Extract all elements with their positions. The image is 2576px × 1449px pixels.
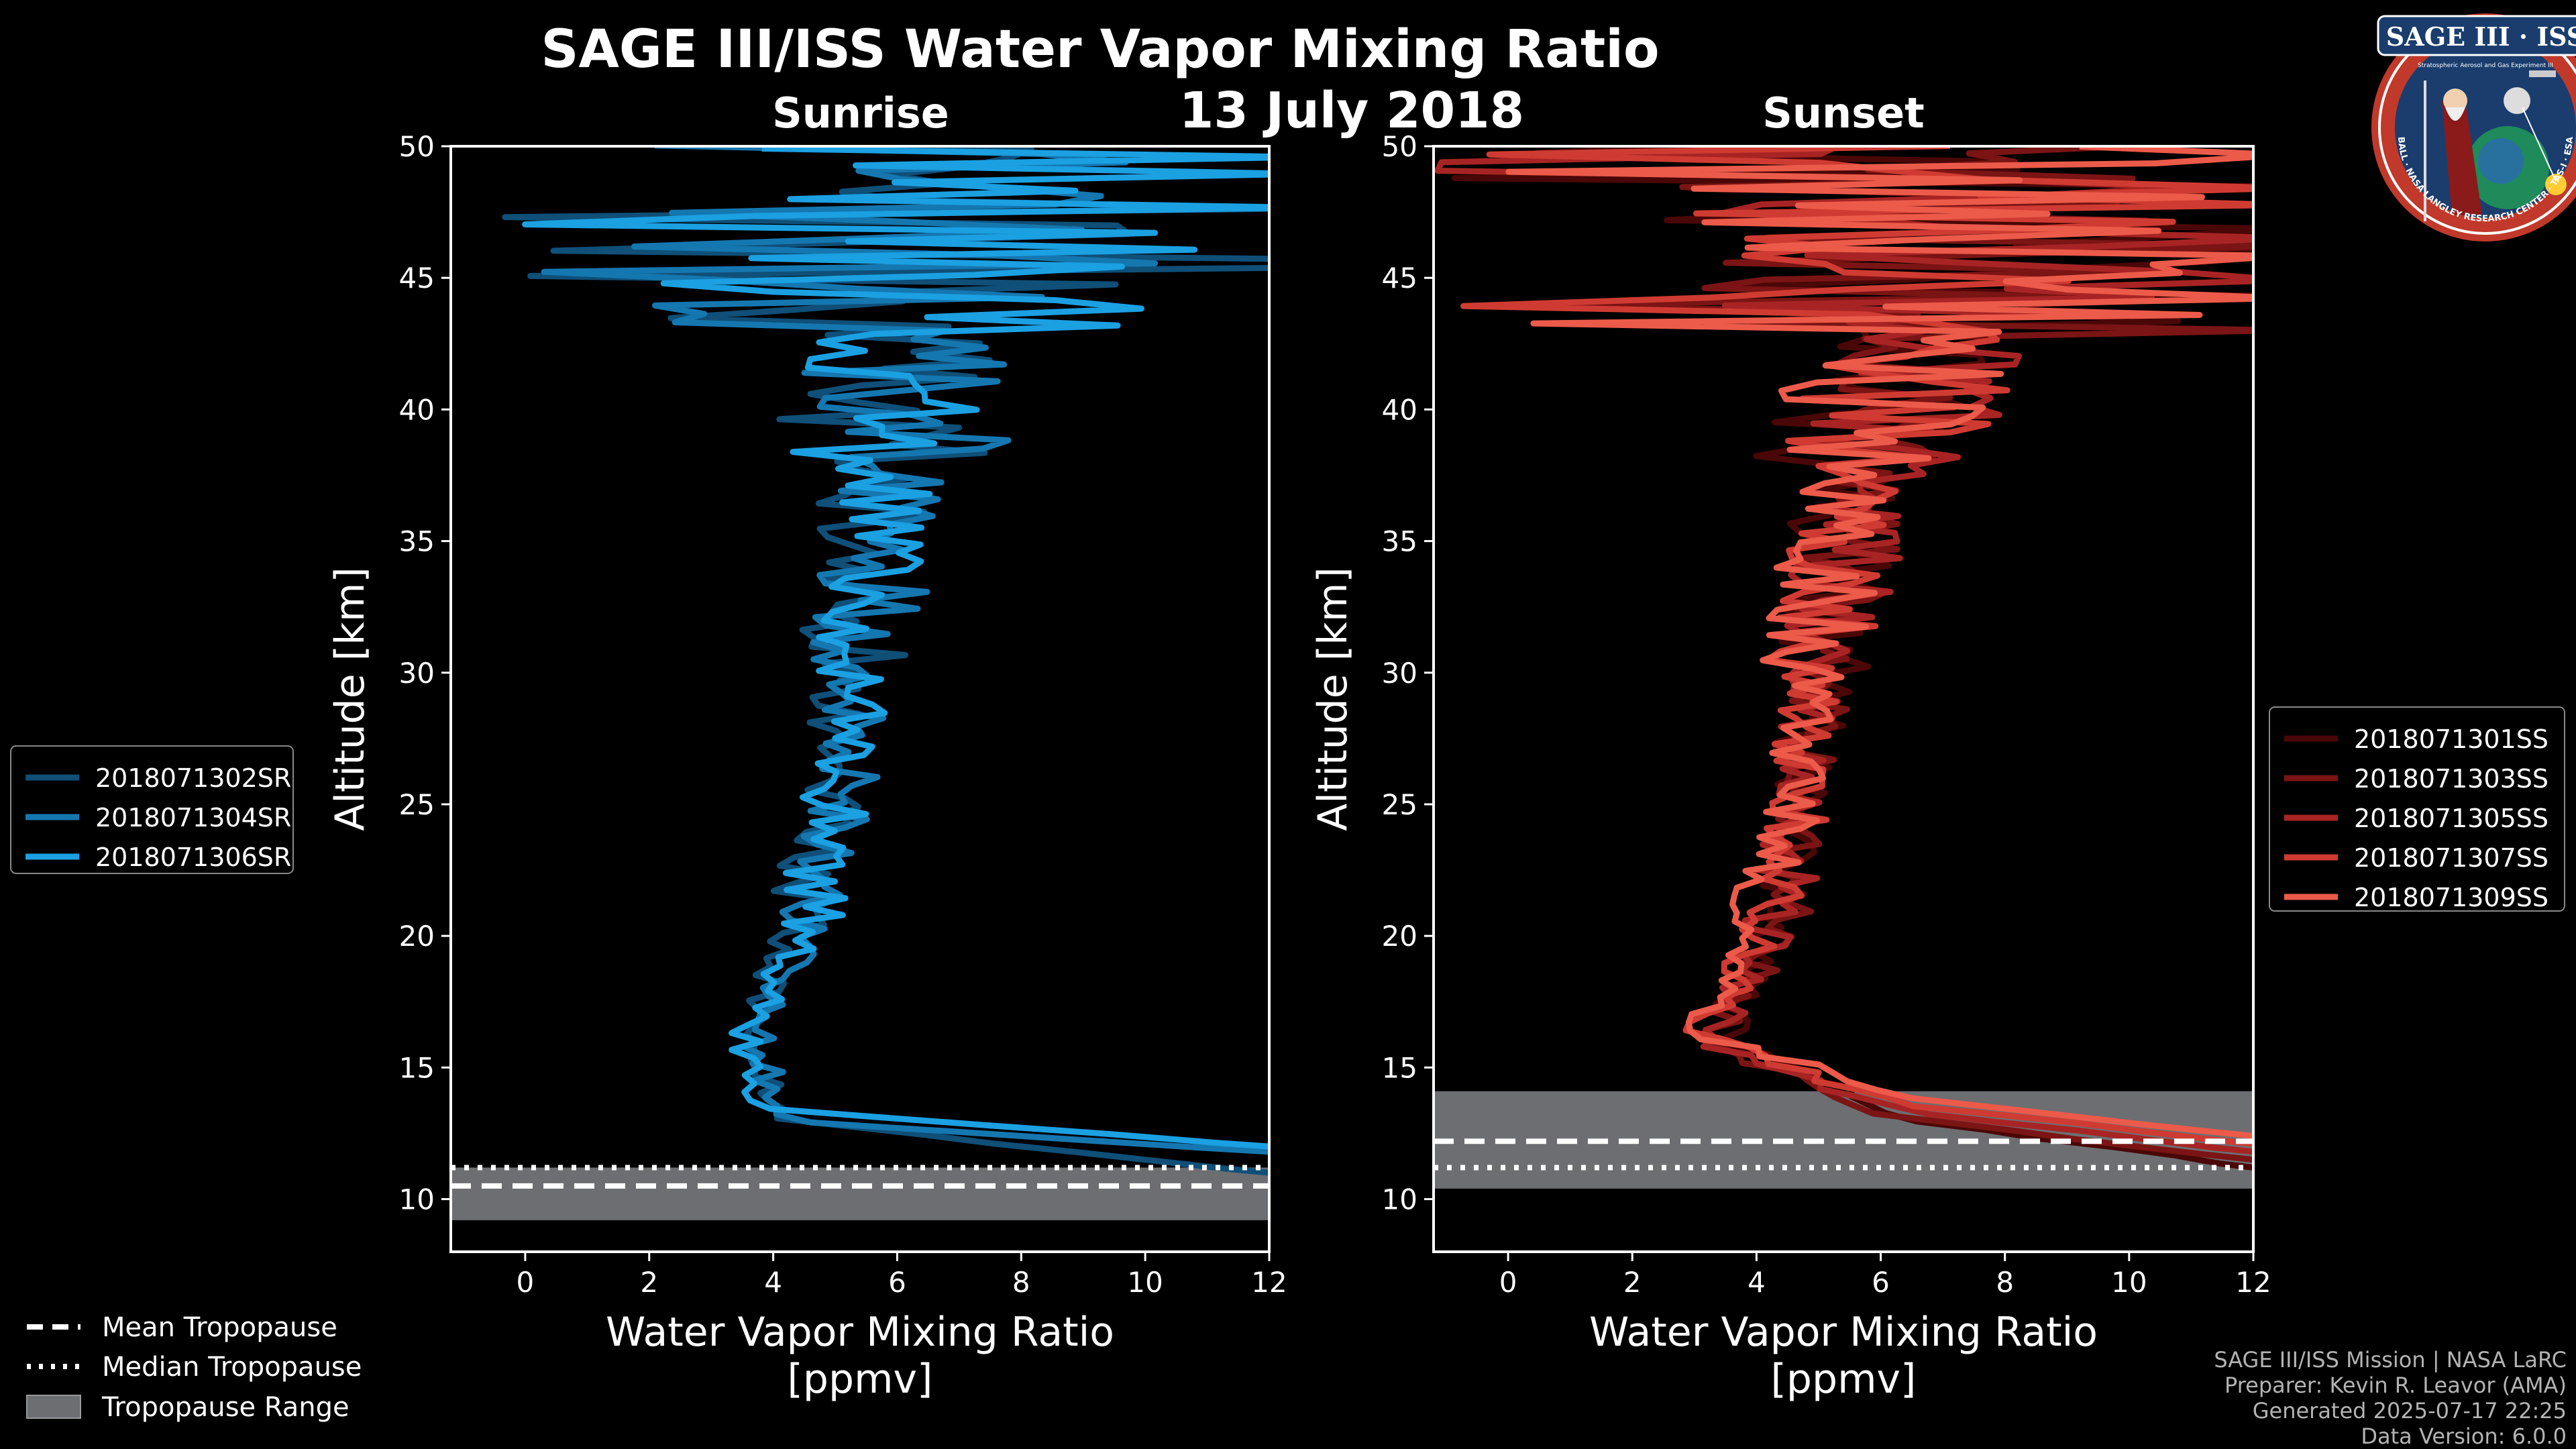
sunset-panel: 0 2 4 6 8 10 12 10 15 20 25 30 35 40 45 50 Water Vapor M…: [1309, 130, 2271, 1403]
logo-beam: [2522, 107, 2557, 182]
sunrise-legend: 2018071302SR 2018071304SR 2018071306SR: [10, 745, 294, 874]
sunrise-ylabel: Altitude [km]: [327, 567, 374, 831]
footer-preparer: Preparer: Kevin R. Leavor (AMA): [2224, 1373, 2567, 1398]
sunrise-tropopause-range: [451, 1167, 1269, 1220]
sunrise-series-2018071306SR: [522, 146, 1269, 1150]
sunset-ytick-label-45: 45: [1382, 262, 1417, 294]
sunset-xtick-label-4: 4: [1748, 1266, 1766, 1299]
sunrise-ytick-label-35: 35: [399, 525, 435, 558]
sunrise-legend-label-2018071302SR: 2018071302SR: [95, 763, 291, 793]
footer-version: Data Version: 6.0.0: [2361, 1424, 2567, 1449]
logo-banner: [2377, 15, 2576, 56]
logo-iss: [2529, 70, 2556, 77]
footer-generated: Generated 2025-07-17 22:25: [2253, 1398, 2567, 1424]
sunset-ylabel: Altitude [km]: [1309, 567, 1356, 831]
sunset-legend-label-2018071303SS: 2018071303SS: [2354, 764, 2548, 794]
sunset-xtick-label-10: 10: [2111, 1266, 2147, 1299]
figure-date: 13 July 2018: [1179, 82, 1524, 140]
sunset-plot-area: [1434, 146, 2253, 1189]
sunrise-ytick-label-50: 50: [399, 130, 435, 163]
sunrise-ytick-label-20: 20: [399, 920, 435, 953]
sunset-xtick-label-2: 2: [1623, 1266, 1642, 1299]
sunrise-xtick-label-4: 4: [764, 1266, 782, 1299]
sunset-ytick-label-40: 40: [1382, 393, 1417, 426]
sunrise-ytick-label-10: 10: [399, 1183, 435, 1216]
sunset-ytick-label-50: 50: [1382, 130, 1417, 163]
sunrise-xtick-label-2: 2: [640, 1266, 658, 1299]
sunset-legend-frame: [2269, 706, 2565, 912]
sunset-xlabel-line-1: [ppmv]: [1771, 1356, 1917, 1403]
sunrise-xlabel-line-1: [ppmv]: [788, 1356, 933, 1403]
sunrise-legend-frame: [10, 745, 294, 874]
sunset-xtick-label-6: 6: [1872, 1266, 1890, 1299]
sunset-xtick-label-8: 8: [1996, 1266, 2014, 1299]
sunrise-xtick-label-10: 10: [1127, 1266, 1163, 1299]
sunrise-ytick-label-30: 30: [399, 657, 435, 690]
sunrise-ytick-label-15: 15: [399, 1051, 435, 1084]
sunset-subtitle: Sunset: [1762, 89, 1925, 138]
sunrise-subtitle: Sunrise: [772, 89, 949, 138]
logo-moon: [2504, 87, 2530, 114]
sunrise-xtick-label-8: 8: [1012, 1266, 1030, 1299]
sunrise-xlabel-line-0: Water Vapor Mixing Ratio: [606, 1309, 1114, 1356]
sunrise-panel: 0 2 4 6 8 10 12 10 15 20 25 30 35 40 45 50 Water Vapor M…: [327, 130, 1287, 1403]
sunrise-ytick-label-25: 25: [399, 788, 435, 821]
sunset-xlabel-line-0: Water Vapor Mixing Ratio: [1589, 1309, 2098, 1356]
logo-figure-beard: [2445, 107, 2465, 121]
sunset-series-2018071307SS: [1460, 146, 2253, 1147]
sunset-axes-frame: [1432, 145, 2255, 1253]
figure-title: SAGE III/ISS Water Vapor Mixing Ratio: [541, 19, 1659, 80]
sunrise-ytick-label-45: 45: [399, 262, 435, 294]
sunset-legend-label-2018071309SS: 2018071309SS: [2354, 883, 2548, 912]
footer-mission: SAGE III/ISS Mission | NASA LaRC: [2214, 1347, 2567, 1373]
sunset-ytick-label-10: 10: [1382, 1183, 1417, 1216]
sunset-ytick-label-15: 15: [1382, 1051, 1417, 1084]
sunset-ytick-label-25: 25: [1382, 788, 1417, 821]
tropopause-range-label: Tropopause Range: [101, 1392, 350, 1423]
sunset-legend-label-2018071307SS: 2018071307SS: [2354, 843, 2548, 873]
logo-figure-head: [2443, 89, 2467, 113]
sunset-series-2018071309SS: [1505, 146, 2253, 1139]
sunrise-legend-label-2018071306SR: 2018071306SR: [95, 843, 291, 872]
sunrise-ytick-label-40: 40: [399, 393, 435, 426]
tropopause-legend: Mean Tropopause Median Tropopause Tropop…: [26, 1312, 362, 1423]
logo-sun: [2545, 174, 2567, 195]
mission-logo: SAGE III · ISS Stratospheric Aerosol and…: [2371, 13, 2576, 241]
sunset-ytick-label-35: 35: [1382, 525, 1417, 558]
sunset-legend: 2018071301SS 2018071303SS 2018071305SS 2018…: [2269, 706, 2565, 912]
sunrise-xtick-label-6: 6: [888, 1266, 906, 1299]
sunrise-legend-label-2018071304SR: 2018071304SR: [95, 803, 291, 833]
sunset-xtick-label-12: 12: [2235, 1266, 2271, 1299]
logo-ocean: [2478, 138, 2524, 184]
sunrise-axes-frame: [449, 145, 1271, 1253]
sunset-ytick-label-20: 20: [1382, 920, 1417, 953]
logo-text: SAGE III · ISS: [2386, 21, 2576, 52]
footer-credits: SAGE III/ISS Mission | NASA LaRC Prepare…: [2214, 1347, 2567, 1449]
sunrise-plot-area: [451, 146, 1269, 1220]
sunrise-xtick-label-12: 12: [1251, 1266, 1287, 1299]
sunset-legend-label-2018071301SS: 2018071301SS: [2354, 724, 2548, 754]
sunset-xtick-label-0: 0: [1499, 1266, 1517, 1299]
logo-figure-robe: [2442, 101, 2482, 215]
mean-tropopause-label: Mean Tropopause: [102, 1312, 337, 1343]
sunset-ytick-label-30: 30: [1382, 657, 1417, 690]
logo-subtext: Stratospheric Aerosol and Gas Experiment…: [2418, 62, 2553, 69]
tropopause-range-swatch: [26, 1395, 81, 1419]
median-tropopause-label: Median Tropopause: [102, 1352, 362, 1383]
sunset-legend-label-2018071305SS: 2018071305SS: [2354, 804, 2548, 833]
sunrise-xtick-label-0: 0: [517, 1266, 535, 1299]
sunrise-series-2018071302SR: [502, 146, 1269, 1176]
